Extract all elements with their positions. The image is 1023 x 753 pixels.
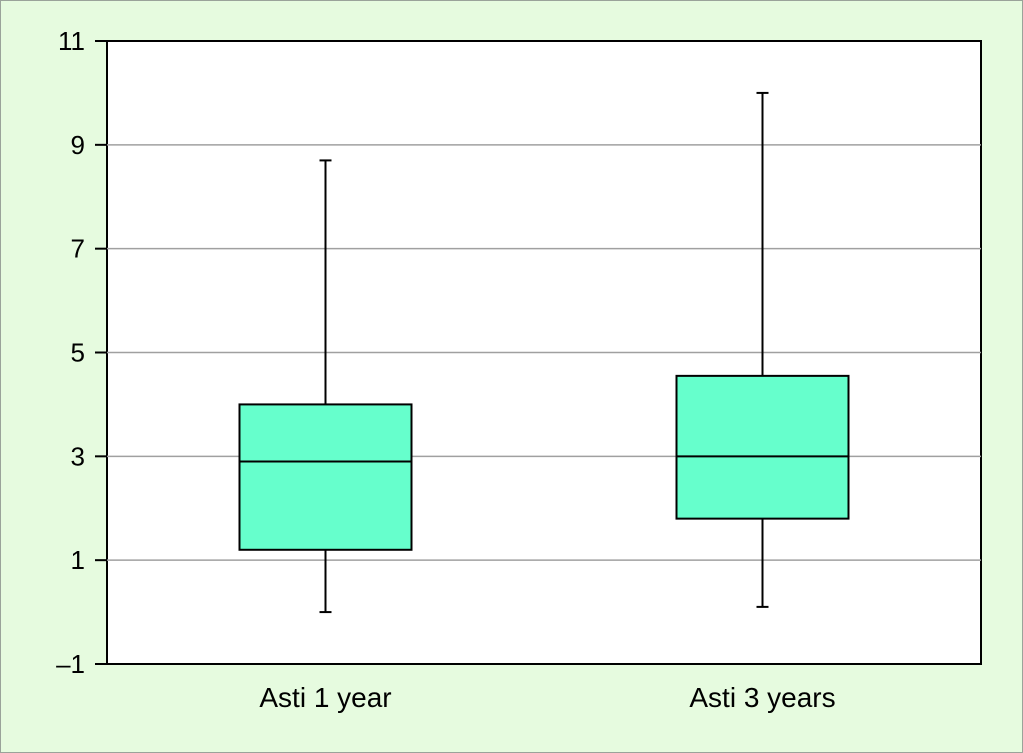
y-tick-label: 1 — [71, 545, 85, 575]
boxes — [238, 91, 850, 614]
y-tick-label: 11 — [58, 26, 85, 56]
box-2 — [675, 91, 850, 608]
y-tick-label: 5 — [71, 338, 85, 368]
interquartile-box — [238, 403, 413, 551]
y-tick-label: 3 — [71, 441, 85, 471]
x-category-label: Asti 3 years — [689, 682, 835, 713]
y-tick-label: 9 — [71, 130, 85, 160]
box-1 — [238, 159, 413, 614]
interquartile-box — [675, 374, 850, 520]
x-category-label: Asti 1 year — [259, 682, 391, 713]
y-tick-label: –1 — [56, 649, 85, 679]
y-tick-label: 7 — [71, 234, 85, 264]
x-axis: Asti 1 year Asti 3 years — [259, 682, 835, 713]
y-axis: 11 9 7 5 3 1 –1 — [56, 26, 107, 679]
